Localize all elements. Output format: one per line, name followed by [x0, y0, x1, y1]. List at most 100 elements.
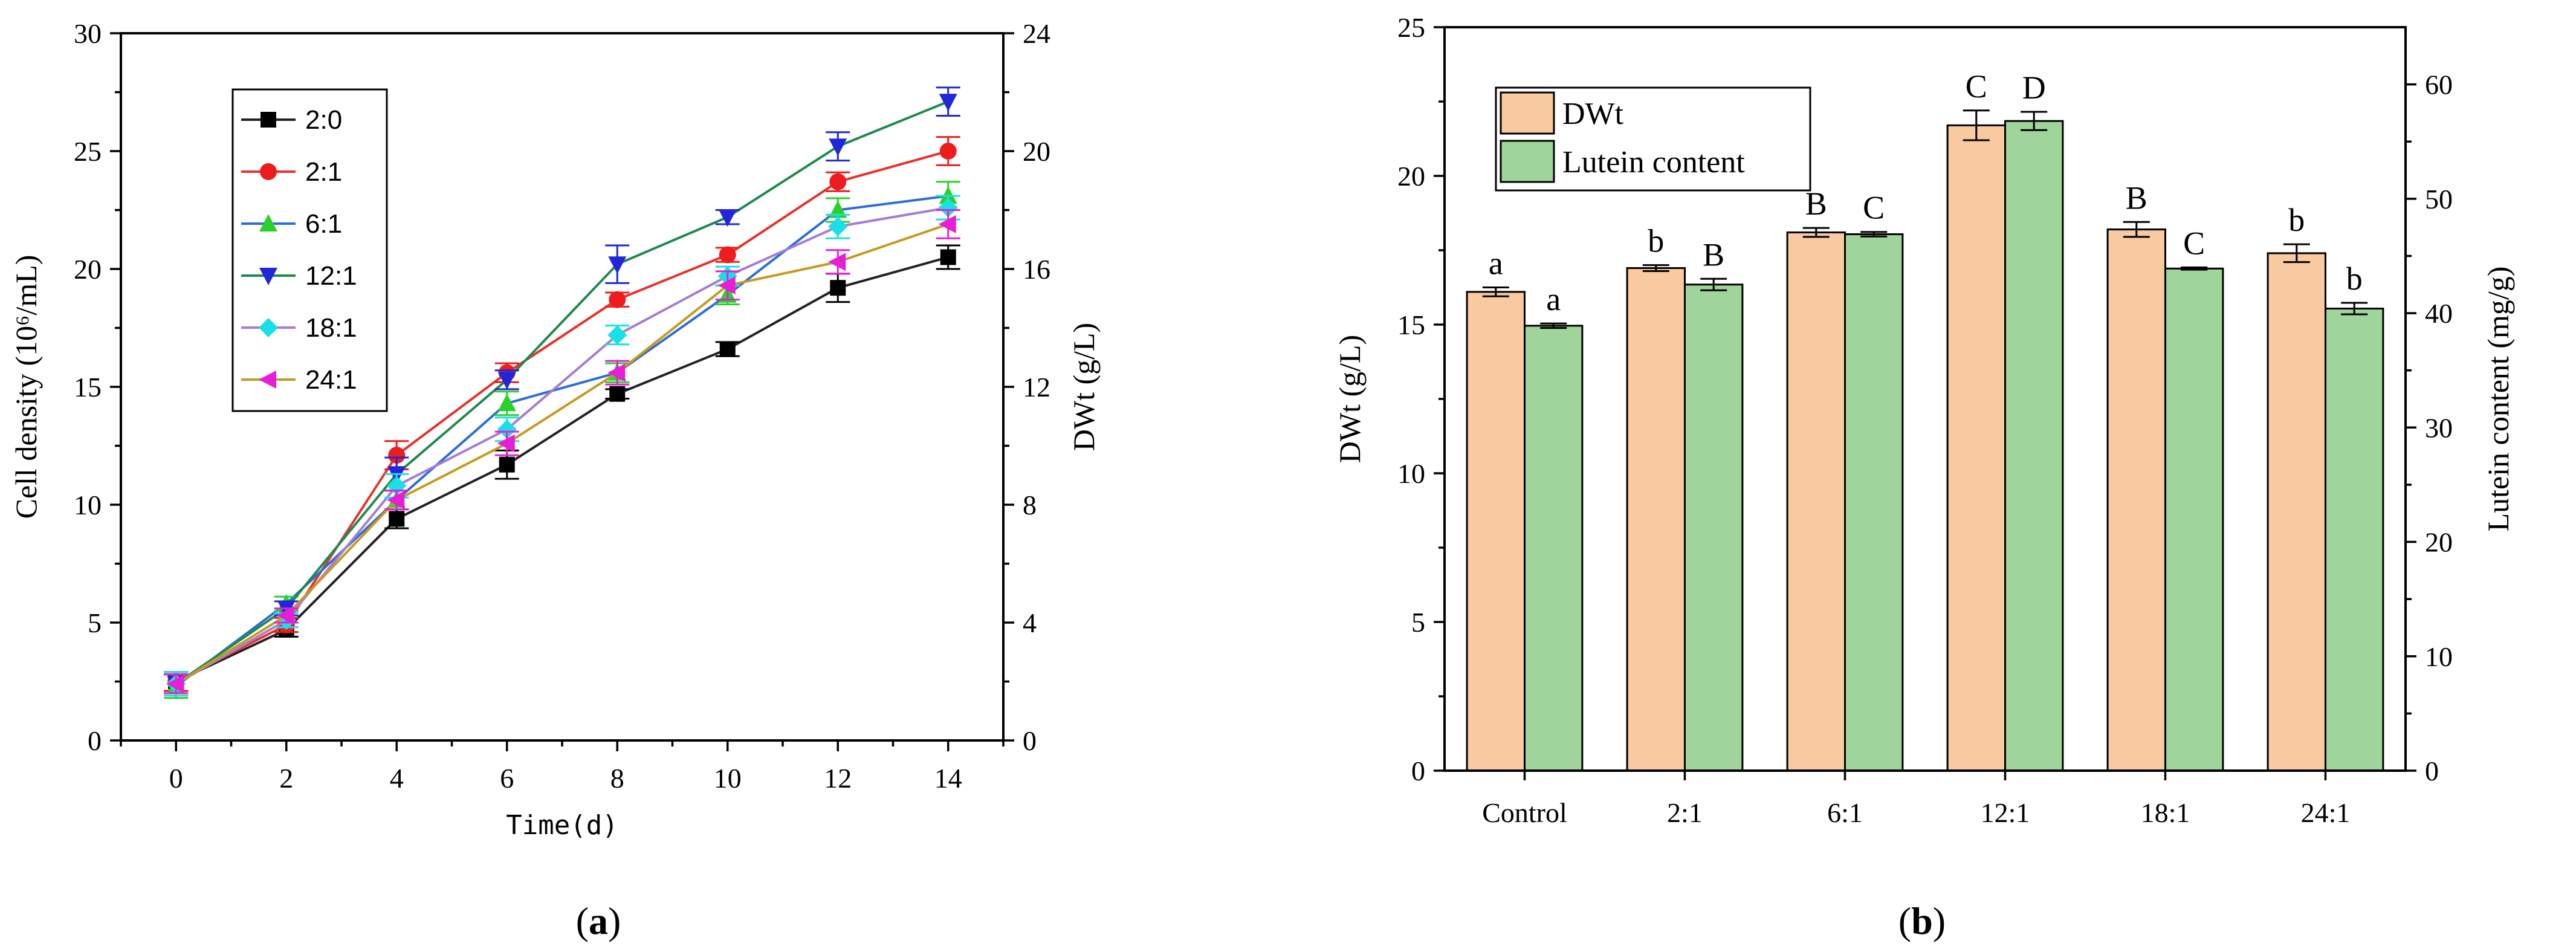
y-axis-right-title: Lutein content (mg/g) [2481, 267, 2515, 532]
data-point [607, 325, 627, 345]
y-tick-label: 20 [74, 254, 102, 285]
x-tick-label: 10 [714, 763, 742, 794]
error-bar [1802, 227, 1830, 238]
significance-letter: b [2288, 202, 2305, 238]
significance-letter: b [1648, 223, 1664, 259]
series-line [175, 223, 949, 685]
legend-label: Lutein content [1562, 145, 1745, 180]
data-point [830, 280, 846, 296]
y-tick-label: 25 [1397, 12, 1425, 43]
bar-chart-legend: DWt Lutein content [1495, 86, 1811, 192]
panel-label-a: (a) [576, 899, 621, 942]
data-point [719, 246, 736, 264]
y-tick-label: 20 [1397, 161, 1425, 192]
bar-dwt [2106, 228, 2167, 772]
data-point [259, 318, 278, 337]
y-tick-label: 15 [74, 372, 102, 403]
y-right-tick-label: 50 [2425, 184, 2453, 215]
data-point [829, 138, 847, 157]
significance-letter: a [1489, 245, 1503, 282]
x-axis-title: Time(d) [506, 810, 618, 841]
data-point [718, 209, 737, 227]
x-tick-label: 18:1 [2141, 797, 2190, 828]
bar-group-18-1: BC [2106, 180, 2224, 772]
legend-label: 24:1 [305, 365, 357, 395]
y-tick-label: 15 [1397, 309, 1425, 340]
data-point [829, 173, 847, 190]
legend-item: 12:1 [241, 261, 357, 291]
panel-label-b: (b) [1898, 899, 1946, 942]
data-point [260, 163, 277, 180]
error-bar [1540, 322, 1567, 329]
y-axis-right-title: DWt (g/L) [1067, 323, 1101, 451]
x-tick-label: 8 [610, 763, 624, 794]
bar-lutein [2004, 120, 2064, 772]
data-point [717, 276, 736, 295]
error-bar [1700, 277, 1727, 291]
x-tick-label: 6:1 [1827, 797, 1863, 828]
legend-label: 2:0 [305, 105, 342, 135]
y-tick-label: 25 [74, 136, 102, 167]
x-tick-label: 6 [500, 763, 514, 794]
significance-letter: B [2126, 180, 2147, 216]
x-tick-label: 4 [390, 763, 404, 794]
data-point [387, 491, 405, 510]
y-right-tick-label: 12 [1023, 372, 1050, 403]
data-point [497, 419, 517, 439]
line-chart-legend: 2:0 2:1 6:1 12:1 18:1 24:1 [231, 88, 388, 412]
legend-item: 18:1 [241, 313, 357, 343]
data-point [829, 200, 847, 218]
data-point [608, 256, 627, 274]
data-point [719, 341, 736, 357]
legend-swatch [1500, 91, 1555, 135]
y-right-tick-label: 0 [2425, 756, 2439, 786]
y-tick-label: 5 [88, 607, 102, 638]
data-point [259, 214, 277, 232]
y-right-tick-label: 24 [1023, 18, 1050, 49]
significance-letter: a [1546, 281, 1561, 317]
significance-letter: D [2022, 70, 2046, 106]
x-tick-label: 12:1 [1981, 797, 2030, 828]
y-tick-label: 5 [1411, 607, 1425, 638]
legend-label: DWt [1562, 97, 1624, 131]
legend-label: 12:1 [305, 261, 357, 291]
legend-item: 6:1 [241, 209, 342, 239]
legend-swatch [1500, 140, 1555, 183]
data-point [166, 675, 184, 693]
bar-dwt [1946, 124, 2007, 772]
data-point [497, 393, 516, 412]
legend-item: 24:1 [241, 365, 357, 395]
data-point [828, 216, 848, 236]
data-point [389, 511, 405, 527]
x-tick-label: 2 [279, 763, 293, 794]
data-point [497, 434, 515, 453]
significance-letter: C [1966, 68, 1987, 105]
data-point [276, 606, 294, 625]
error-bar [1482, 287, 1509, 297]
line-chart-series-group [164, 86, 960, 699]
y-right-tick-label: 4 [1023, 607, 1037, 638]
data-point [388, 447, 406, 464]
error-bar [2283, 243, 2310, 264]
y-right-tick-label: 8 [1023, 490, 1037, 520]
data-point [499, 456, 515, 473]
legend-item: DWt [1500, 91, 1624, 135]
data-point [609, 291, 626, 308]
y-right-tick-label: 20 [1023, 136, 1050, 167]
bar-lutein [1684, 283, 1744, 772]
legend-item: Lutein content [1500, 140, 1745, 183]
x-tick-label: 2:1 [1667, 797, 1703, 828]
error-bar [2341, 302, 2368, 316]
data-point [939, 143, 957, 160]
y-right-tick-label: 60 [2425, 70, 2453, 100]
legend-label: 18:1 [305, 313, 357, 343]
legend-box [231, 88, 388, 412]
series-line [175, 100, 949, 685]
